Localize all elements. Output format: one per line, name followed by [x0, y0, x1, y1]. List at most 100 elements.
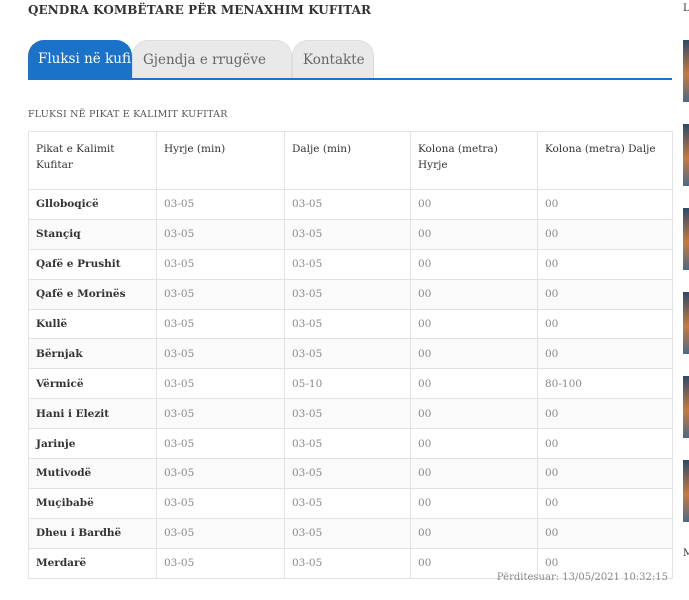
cell-queue-entry: 00 [410, 398, 538, 430]
cell-crossing-point: Glloboqicë [28, 189, 157, 220]
header-queue-exit: Kolona (metra) Dalje [537, 131, 673, 190]
sidebar-thumbnail[interactable] [683, 376, 689, 438]
tab-fluksi-ne-kufi[interactable]: Fluksi në kufi [28, 40, 132, 78]
tab-gjendja-e-rrugeve[interactable]: Gjendja e rrugëve [132, 40, 292, 78]
cell-exit-min: 05-10 [284, 368, 411, 400]
sidebar-thumbnail[interactable] [683, 460, 689, 522]
cell-exit-min: 03-05 [284, 278, 411, 310]
cell-queue-exit: 00 [537, 428, 673, 460]
table-row: Qafë e Prushit 03-05 03-05 00 00 [28, 248, 673, 280]
table-row: Kullë 03-05 03-05 00 00 [28, 308, 673, 340]
cell-exit-min: 03-05 [284, 189, 411, 220]
cell-entry-min: 03-05 [156, 428, 285, 460]
cell-entry-min: 03-05 [156, 398, 285, 430]
cell-entry-min: 03-05 [156, 547, 285, 579]
cell-queue-entry: 00 [410, 368, 538, 400]
cell-entry-min: 03-05 [156, 487, 285, 519]
sidebar-footer-letter: M [683, 548, 689, 559]
cell-crossing-point: Qafë e Prushit [28, 248, 157, 280]
cell-queue-entry: 00 [410, 218, 538, 250]
cell-queue-exit: 00 [537, 517, 673, 549]
cell-queue-entry: 00 [410, 278, 538, 310]
cell-crossing-point: Kullë [28, 308, 157, 340]
cell-queue-entry: 00 [410, 458, 538, 489]
cell-crossing-point: Hani i Elezit [28, 398, 157, 430]
sidebar-heading-letter: L [683, 3, 689, 14]
table-row: Mutivodë 03-05 03-05 00 00 [28, 458, 673, 489]
table-row: Hani i Elezit 03-05 03-05 00 00 [28, 398, 673, 430]
table-row: Stançiq 03-05 03-05 00 00 [28, 218, 673, 250]
cell-entry-min: 03-05 [156, 458, 285, 489]
cell-exit-min: 03-05 [284, 517, 411, 549]
right-sidebar: L M [683, 0, 689, 600]
table-row: Jarinje 03-05 03-05 00 00 [28, 428, 673, 460]
last-updated: Përditesuar: 13/05/2021 10:32:15 [496, 572, 668, 583]
sidebar-thumbnail[interactable] [683, 124, 689, 186]
tab-underline [28, 78, 672, 80]
cell-queue-exit: 00 [537, 248, 673, 280]
cell-exit-min: 03-05 [284, 487, 411, 519]
cell-queue-entry: 00 [410, 189, 538, 220]
cell-queue-entry: 00 [410, 487, 538, 519]
cell-crossing-point: Dheu i Bardhë [28, 517, 157, 549]
cell-exit-min: 03-05 [284, 458, 411, 489]
cell-exit-min: 03-05 [284, 398, 411, 430]
cell-queue-entry: 00 [410, 308, 538, 340]
cell-queue-exit: 00 [537, 218, 673, 250]
cell-queue-exit: 00 [537, 338, 673, 370]
cell-queue-entry: 00 [410, 428, 538, 460]
header-exit-min: Dalje (min) [284, 131, 411, 190]
border-flux-table: Pikat e Kalimit Kufitar Hyrje (min) Dalj… [28, 131, 673, 579]
cell-entry-min: 03-05 [156, 517, 285, 549]
cell-crossing-point: Merdarë [28, 547, 157, 579]
cell-queue-exit: 00 [537, 189, 673, 220]
cell-queue-exit: 00 [537, 487, 673, 519]
cell-entry-min: 03-05 [156, 278, 285, 310]
table-row: Dheu i Bardhë 03-05 03-05 00 00 [28, 517, 673, 549]
cell-entry-min: 03-05 [156, 218, 285, 250]
cell-crossing-point: Mutivodë [28, 458, 157, 489]
table-row: Vërmicë 03-05 05-10 00 80-100 [28, 368, 673, 400]
sidebar-thumbnail[interactable] [683, 292, 689, 354]
cell-exit-min: 03-05 [284, 428, 411, 460]
table-row: Glloboqicë 03-05 03-05 00 00 [28, 189, 673, 220]
header-entry-min: Hyrje (min) [156, 131, 285, 190]
cell-exit-min: 03-05 [284, 218, 411, 250]
cell-crossing-point: Stançiq [28, 218, 157, 250]
cell-queue-exit: 00 [537, 308, 673, 340]
cell-queue-entry: 00 [410, 547, 538, 579]
cell-entry-min: 03-05 [156, 189, 285, 220]
cell-queue-entry: 00 [410, 517, 538, 549]
cell-crossing-point: Qafë e Morinës [28, 278, 157, 310]
table-row: Muçibabë 03-05 03-05 00 00 [28, 487, 673, 519]
section-title: FLUKSI NË PIKAT E KALIMIT KUFITAR [28, 109, 228, 120]
cell-queue-exit: 80-100 [537, 368, 673, 400]
cell-queue-entry: 00 [410, 248, 538, 280]
page-title: QENDRA KOMBËTARE PËR MENAXHIM KUFITAR [28, 3, 372, 17]
cell-crossing-point: Bërnjak [28, 338, 157, 370]
table-row: Qafë e Morinës 03-05 03-05 00 00 [28, 278, 673, 310]
table-row: Merdarë 03-05 03-05 00 00 [28, 547, 673, 579]
cell-crossing-point: Vërmicë [28, 368, 157, 400]
cell-queue-exit: 00 [537, 278, 673, 310]
cell-queue-entry: 00 [410, 338, 538, 370]
header-queue-entry: Kolona (metra) Hyrje [410, 131, 538, 190]
cell-exit-min: 03-05 [284, 308, 411, 340]
cell-queue-exit: 00 [537, 547, 673, 579]
cell-exit-min: 03-05 [284, 248, 411, 280]
cell-crossing-point: Muçibabë [28, 487, 157, 519]
table-row: Bërnjak 03-05 03-05 00 00 [28, 338, 673, 370]
header-crossing-point: Pikat e Kalimit Kufitar [28, 131, 157, 190]
cell-entry-min: 03-05 [156, 308, 285, 340]
cell-entry-min: 03-05 [156, 338, 285, 370]
cell-exit-min: 03-05 [284, 338, 411, 370]
cell-queue-exit: 00 [537, 398, 673, 430]
cell-queue-exit: 00 [537, 458, 673, 489]
sidebar-thumbnail[interactable] [683, 208, 689, 270]
cell-entry-min: 03-05 [156, 368, 285, 400]
cell-crossing-point: Jarinje [28, 428, 157, 460]
tab-kontakte[interactable]: Kontakte [292, 40, 374, 78]
sidebar-thumbnail[interactable] [683, 40, 689, 102]
cell-entry-min: 03-05 [156, 248, 285, 280]
cell-exit-min: 03-05 [284, 547, 411, 579]
